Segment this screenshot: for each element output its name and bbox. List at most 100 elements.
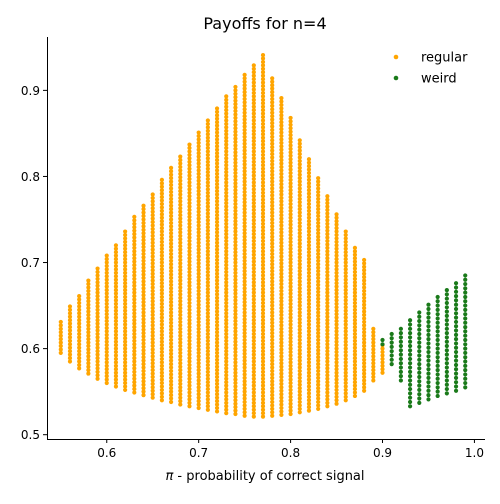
data-point-regular	[205, 211, 210, 216]
data-point-regular	[325, 225, 330, 230]
data-point-regular	[334, 391, 339, 396]
data-point-regular	[196, 209, 201, 214]
data-point-regular	[141, 279, 146, 284]
data-point-regular	[362, 295, 367, 300]
data-point-regular	[233, 143, 238, 148]
data-point-regular	[288, 188, 293, 193]
data-point-regular	[279, 374, 284, 380]
data-point-weird	[435, 307, 440, 312]
data-point-regular	[306, 353, 312, 358]
data-point-regular	[233, 219, 238, 224]
data-point-regular	[86, 330, 91, 335]
data-point-regular	[260, 263, 266, 268]
data-point-regular	[233, 167, 238, 172]
data-point-regular	[270, 162, 275, 167]
data-point-regular	[214, 164, 220, 170]
data-point-regular	[362, 330, 367, 335]
data-point-regular	[132, 297, 137, 302]
data-point-regular	[178, 385, 183, 390]
data-point-regular	[196, 330, 201, 335]
data-point-regular	[316, 275, 321, 281]
data-point-regular	[279, 226, 284, 232]
data-point-regular	[242, 241, 247, 246]
data-point-regular	[362, 312, 367, 318]
data-point-regular	[104, 263, 109, 269]
data-point-regular	[196, 219, 201, 225]
data-point-regular	[297, 286, 302, 291]
data-point-regular	[325, 273, 330, 278]
data-point-regular	[362, 302, 367, 307]
data-point-weird	[426, 345, 431, 350]
data-point-regular	[159, 339, 164, 344]
data-point-regular	[325, 369, 330, 374]
data-point-regular	[251, 187, 256, 192]
data-point-regular	[288, 215, 293, 220]
data-point-regular	[77, 328, 82, 333]
data-point-regular	[260, 328, 266, 333]
data-point-regular	[316, 224, 321, 229]
data-point-regular	[95, 362, 100, 368]
data-point-regular	[224, 352, 229, 357]
data-point-regular	[104, 363, 109, 368]
data-point-regular	[159, 188, 164, 193]
data-point-regular	[343, 243, 348, 248]
data-point-regular	[233, 391, 238, 396]
data-point-regular	[260, 97, 266, 102]
data-point-regular	[270, 200, 275, 205]
data-point-regular	[141, 379, 146, 384]
data-point-regular	[270, 375, 275, 380]
data-point-regular	[77, 304, 82, 309]
data-point-regular	[279, 127, 284, 132]
data-point-regular	[251, 204, 256, 209]
data-point-regular	[306, 384, 312, 389]
data-point-regular	[279, 130, 284, 135]
data-point-regular	[187, 149, 192, 154]
data-point-regular	[242, 165, 247, 170]
data-point-regular	[306, 281, 312, 286]
data-point-regular	[251, 228, 256, 233]
data-point-regular	[168, 275, 174, 281]
data-point-regular	[214, 120, 220, 125]
data-point-weird	[407, 365, 413, 370]
data-point-regular	[224, 225, 229, 230]
data-point-regular	[168, 272, 174, 277]
data-point-regular	[260, 77, 266, 82]
data-point-regular	[214, 275, 220, 280]
data-point-regular	[196, 295, 201, 300]
data-point-regular	[297, 241, 302, 246]
data-point-regular	[67, 304, 73, 309]
data-point-regular	[288, 294, 293, 300]
data-point-regular	[233, 353, 238, 358]
data-point-regular	[251, 121, 256, 127]
data-point-regular	[233, 274, 238, 279]
data-point-regular	[168, 344, 174, 349]
data-point-weird	[398, 335, 403, 340]
data-point-regular	[251, 163, 256, 168]
data-point-regular	[334, 294, 339, 300]
data-point-regular	[316, 310, 321, 315]
data-point-regular	[123, 287, 128, 293]
data-point-regular	[371, 343, 376, 349]
data-point-weird	[444, 369, 449, 374]
data-point-regular	[196, 178, 201, 183]
data-point-weird	[435, 350, 440, 356]
data-point-regular	[242, 272, 247, 277]
data-point-regular	[270, 275, 275, 281]
data-point-regular	[343, 308, 348, 313]
data-point-regular	[104, 353, 109, 358]
data-point-regular	[242, 372, 247, 377]
data-point-regular	[224, 318, 229, 323]
data-point-regular	[251, 328, 256, 333]
data-point-weird	[426, 367, 431, 372]
data-point-regular	[214, 354, 220, 359]
data-point-regular	[242, 189, 247, 195]
data-point-regular	[150, 357, 155, 362]
data-point-regular	[362, 333, 367, 338]
data-point-regular	[224, 214, 229, 220]
data-point-regular	[260, 63, 266, 68]
data-point-regular	[297, 258, 302, 263]
data-point-regular	[141, 334, 146, 339]
data-point-regular	[233, 346, 238, 351]
data-point-regular	[196, 288, 201, 294]
data-point-regular	[205, 152, 210, 158]
